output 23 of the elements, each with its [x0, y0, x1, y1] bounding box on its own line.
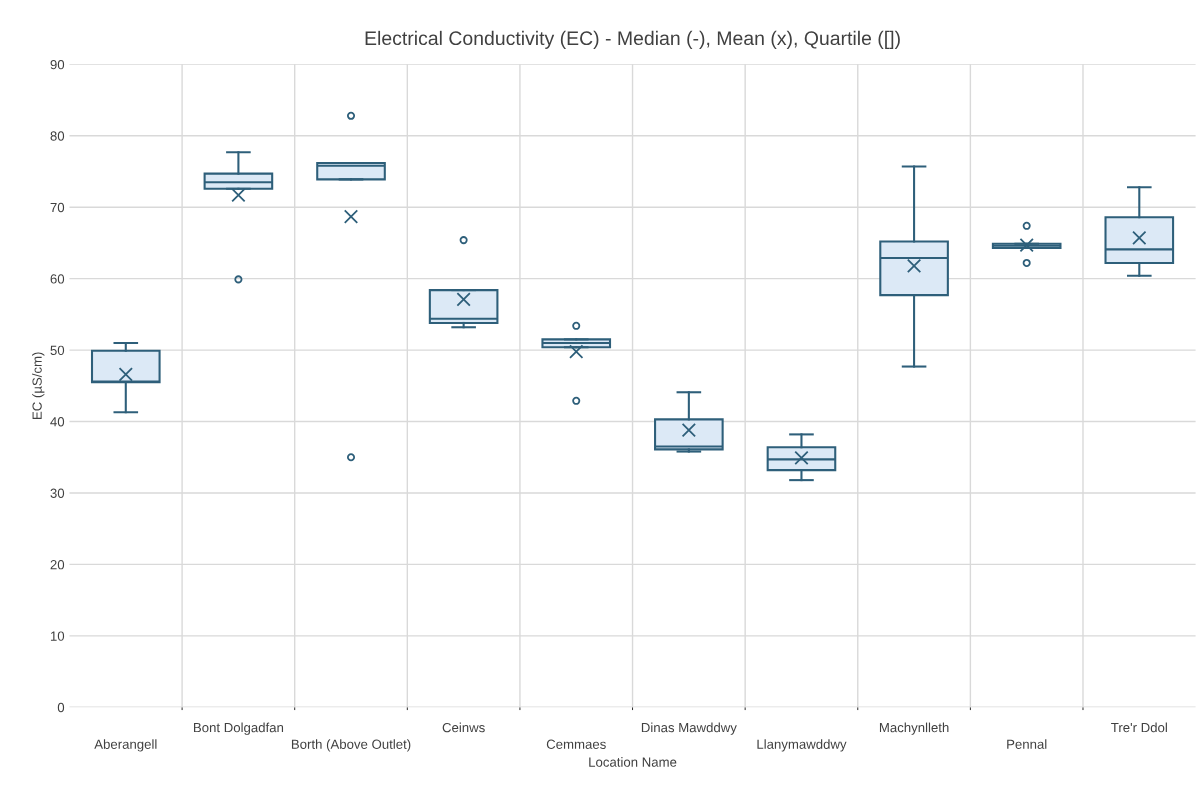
x-tick-label: Pennal: [1007, 739, 1047, 749]
y-tick-label: 60: [50, 274, 65, 284]
chart-title: Electrical Conductivity (EC) - Median (-), Mean (x), Quartile ([]): [365, 30, 900, 49]
y-tick-label: 30: [50, 488, 65, 498]
y-tick-label: 90: [50, 59, 65, 70]
y-tick-label: 70: [50, 202, 65, 213]
x-tick-label: Bont Dolgadfan: [194, 722, 284, 735]
x-tick-label: Aberangell: [94, 739, 157, 752]
x-tick-label: Machynlleth: [879, 722, 949, 735]
x-tick-label: Llanymawddwy: [757, 739, 847, 752]
x-tick-label: Dinas Mawddwy: [641, 722, 737, 735]
y-axis-title: EC (µS/cm): [32, 352, 45, 419]
x-tick-label: Ceinws: [442, 722, 485, 733]
x-tick-label: Cemmaes: [546, 739, 606, 749]
x-tick-label: Tre'r Ddol: [1111, 722, 1167, 733]
x-axis-title: Location Name: [589, 757, 677, 767]
y-tick-label: 10: [50, 631, 65, 641]
y-tick-label: 80: [50, 131, 65, 141]
x-tick-label: Borth (Above Outlet): [291, 739, 411, 752]
y-tick-label: 0: [57, 702, 65, 713]
y-tick-label: 20: [50, 559, 65, 570]
y-tick-label: 50: [50, 345, 65, 356]
y-tick-label: 40: [50, 417, 65, 427]
